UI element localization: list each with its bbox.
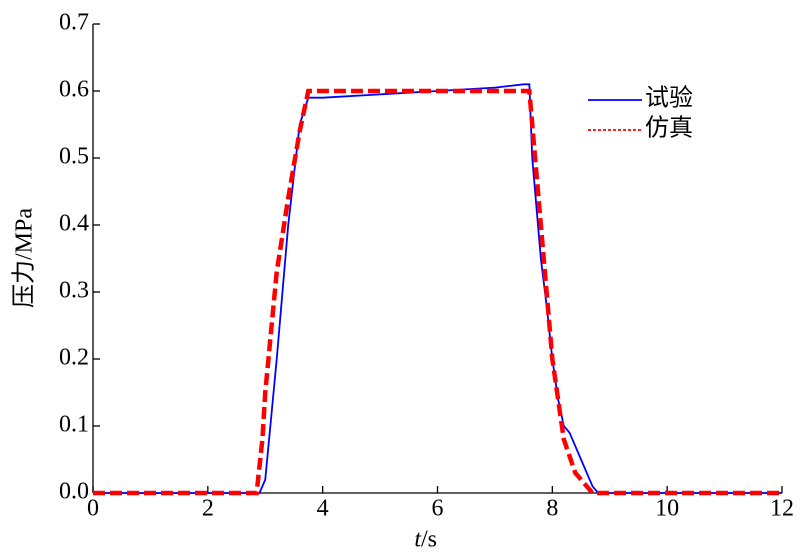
y-tick-label: 0.5 xyxy=(59,144,89,170)
y-axis-label: 压力/MPa xyxy=(11,208,38,308)
x-tick-label: 4 xyxy=(317,496,329,522)
data-line xyxy=(93,88,782,496)
y-tick-label: 0.0 xyxy=(59,479,89,505)
y-tick-label: 0.1 xyxy=(59,412,89,438)
y-tick-label: 0.4 xyxy=(59,211,89,237)
y-tick-label: 0.3 xyxy=(59,278,89,304)
legend-label: 试验 xyxy=(645,85,693,112)
x-tick-label: 6 xyxy=(432,496,444,522)
x-tick-label: 0 xyxy=(87,496,99,522)
y-tick-label: 0.2 xyxy=(59,345,89,371)
x-tick-label: 8 xyxy=(546,496,558,522)
legend-label: 仿真 xyxy=(645,115,693,142)
x-axis-label-var: t xyxy=(414,527,422,553)
y-tick-label: 0.6 xyxy=(59,77,89,103)
x-tick-label: 10 xyxy=(655,496,679,522)
data-line xyxy=(93,83,782,494)
x-tick-label: 12 xyxy=(770,496,794,522)
x-tick-label: 2 xyxy=(202,496,214,522)
y-tick-label: 0.7 xyxy=(59,10,89,36)
x-axis-label-unit: /s xyxy=(421,527,437,553)
